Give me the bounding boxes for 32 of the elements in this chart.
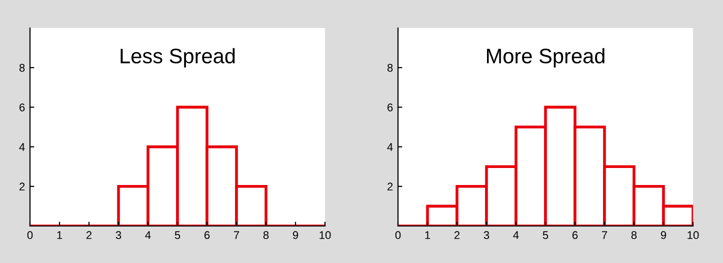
y-tick-label: 8 [387, 64, 393, 72]
x-tick-label: 8 [263, 231, 269, 240]
x-tick-label: 9 [292, 231, 298, 240]
x-tick-label: 3 [484, 231, 490, 240]
x-tick-label: 0 [395, 231, 401, 240]
x-tick-label: 10 [320, 231, 331, 240]
y-tick-label: 2 [388, 182, 393, 190]
x-tick-label: 8 [631, 231, 637, 240]
x-tick-label: 6 [204, 231, 210, 240]
x-tick-label: 10 [688, 231, 699, 240]
x-tick-label: 0 [27, 231, 33, 240]
x-tick-label: 2 [454, 231, 460, 239]
x-tick-label: 5 [542, 231, 548, 240]
y-tick-label: 6 [20, 103, 25, 112]
text: More Spread [486, 48, 604, 68]
text: Less Spread [120, 48, 235, 68]
x-tick-label: 2 [86, 231, 92, 239]
x-tick-label: 4 [145, 231, 151, 239]
y-tick-label: 4 [387, 143, 393, 151]
x-tick-label: 1 [425, 231, 430, 239]
y-tick-label: 4 [19, 143, 25, 151]
x-tick-label: 5 [174, 231, 180, 240]
y-tick-label: 6 [388, 103, 393, 112]
x-tick-label: 7 [234, 231, 240, 239]
x-tick-label: 7 [602, 231, 608, 239]
x-tick-label: 1 [57, 231, 62, 239]
y-tick-label: 2 [20, 182, 25, 190]
y-tick-label: 8 [19, 64, 25, 72]
x-tick-label: 6 [572, 231, 578, 240]
x-tick-label: 9 [660, 231, 666, 240]
x-tick-label: 4 [513, 231, 519, 239]
x-tick-label: 3 [116, 231, 122, 240]
